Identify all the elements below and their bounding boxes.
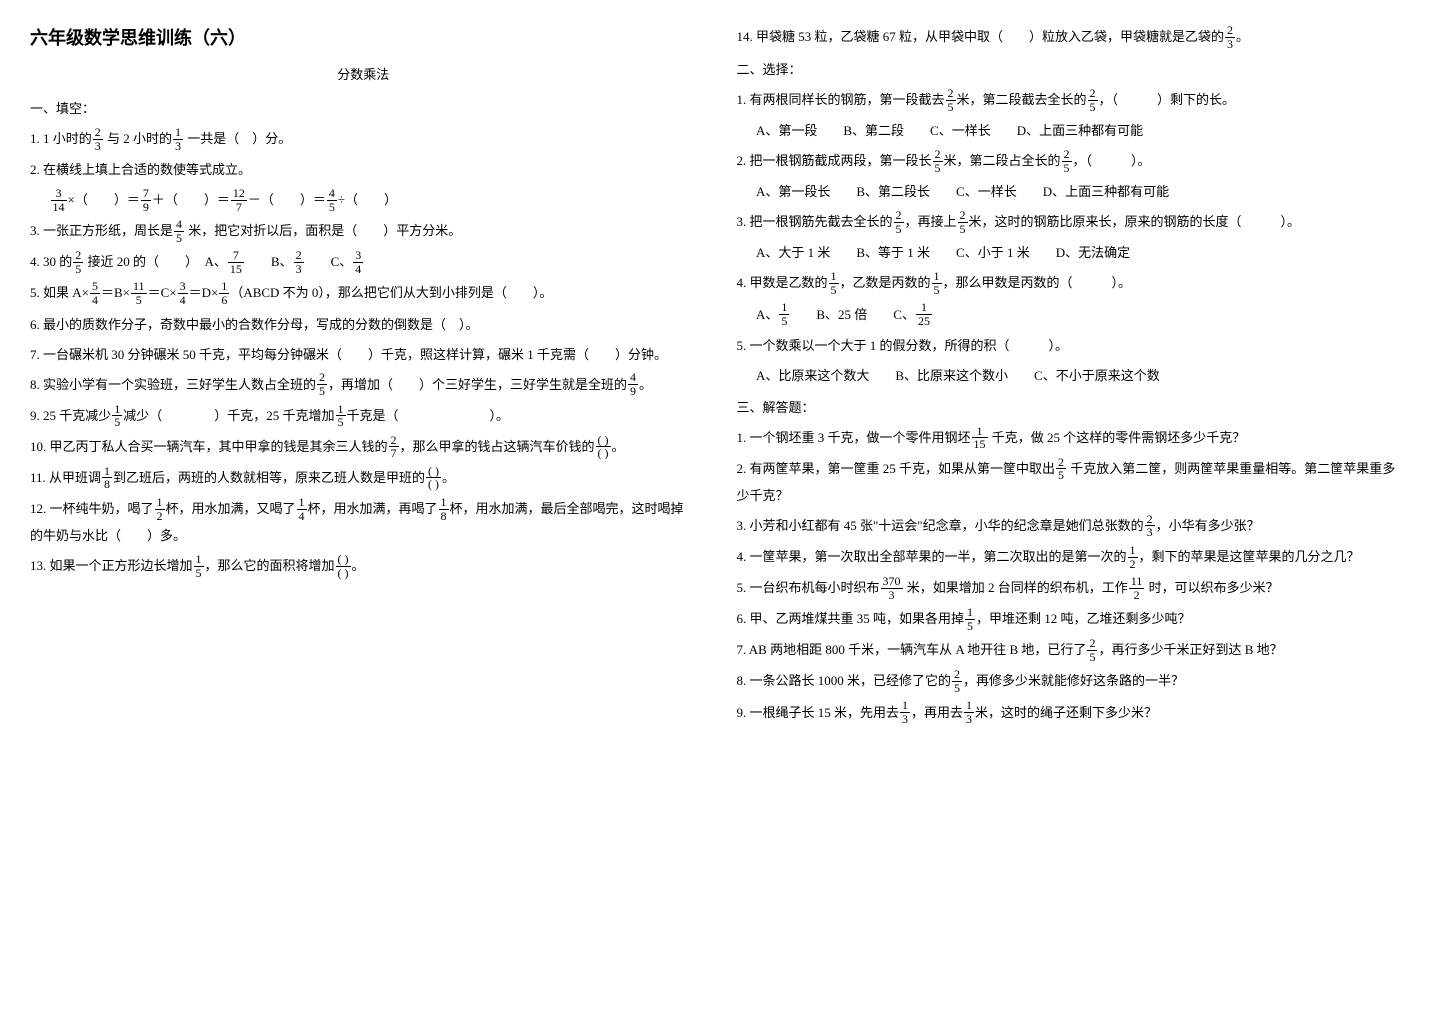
r4: 4. 甲数是乙数的15，乙数是丙数的15，那么甲数是丙数的（ ）。: [737, 270, 1404, 297]
frac-1-25: 125: [916, 301, 932, 327]
s4: 4. 一筐苹果，第一次取出全部苹果的一半，第二次取出的是第一次的12，剩下的苹果…: [737, 544, 1404, 571]
q10: 10. 甲乙丙丁私人合买一辆汽车，其中甲拿的钱是其余三人钱的27，那么甲拿的钱占…: [30, 434, 697, 461]
frac-2-3: 23: [1225, 24, 1235, 50]
frac-2-5: 25: [952, 668, 962, 694]
frac-1-3: 13: [900, 699, 910, 725]
frac-11-2: 112: [1129, 575, 1145, 601]
frac-2-5: 25: [946, 87, 956, 113]
frac-2-5: 25: [894, 209, 904, 235]
frac-2-5: 25: [933, 148, 943, 174]
title: 六年级数学思维训练（六）: [30, 20, 697, 56]
left-column: 六年级数学思维训练（六） 分数乘法 一、填空： 1. 1 小时的23 与 2 小…: [30, 20, 697, 731]
frac-5-4: 54: [90, 280, 100, 306]
q2-line: 314×（ ）＝79＋（ ）＝127－（ ）＝45÷（ ）: [30, 187, 697, 214]
frac-1-8: 18: [439, 496, 449, 522]
q1: 1. 1 小时的23 与 2 小时的13 一共是（ ）分。: [30, 126, 697, 153]
r4-opts: A、15 B、25 倍 C、125: [737, 302, 1404, 329]
s6: 6. 甲、乙两堆煤共重 35 吨，如果各用掉15，甲堆还剩 12 吨，乙堆还剩多…: [737, 606, 1404, 633]
q8: 8. 实验小学有一个实验班，三好学生人数占全班的25，再增加（ ）个三好学生，三…: [30, 372, 697, 399]
frac-1-3: 13: [173, 126, 183, 152]
frac-1-15: 115: [972, 425, 988, 451]
r2-opts: A、第一段长 B、第二段长 C、一样长 D、上面三种都有可能: [737, 179, 1404, 205]
s8: 8. 一条公路长 1000 米，已经修了它的25，再修多少米就能修好这条路的一半…: [737, 668, 1404, 695]
frac-4-5: 45: [174, 218, 184, 244]
frac-1-5: 15: [829, 270, 839, 296]
q1-text-b: 与 2 小时的: [104, 131, 172, 146]
frac-2-5: 25: [1062, 148, 1072, 174]
frac-blank: ( )( ): [426, 465, 441, 491]
s7: 7. AB 两地相距 800 千米，一辆汽车从 A 地开往 B 地，已行了25，…: [737, 637, 1404, 664]
frac-1-2: 12: [1128, 544, 1138, 570]
frac-2-5: 25: [1088, 87, 1098, 113]
q3: 3. 一张正方形纸，周长是45 米，把它对折以后，面积是（ ）平方分米。: [30, 218, 697, 245]
frac-1-3: 13: [964, 699, 974, 725]
right-column: 14. 甲袋糖 53 粒，乙袋糖 67 粒，从甲袋中取（ ）粒放入乙袋，甲袋糖就…: [737, 20, 1404, 731]
frac-2-5: 25: [317, 371, 327, 397]
q13: 13. 如果一个正方形边长增加15，那么它的面积将增加( )( )。: [30, 553, 697, 580]
r2: 2. 把一根钢筋截成两段，第一段长25米，第二段占全长的25，（ ）。: [737, 148, 1404, 175]
r3: 3. 把一根钢筋先截去全长的25，再接上25米，这时的钢筋比原来长，原来的钢筋的…: [737, 209, 1404, 236]
section-2-title: 二、选择：: [737, 57, 1404, 83]
frac-2-3: 23: [294, 249, 304, 275]
s3: 3. 小芳和小红都有 45 张"十运会"纪念章，小华的纪念章是她们总张数的23，…: [737, 513, 1404, 540]
subtitle: 分数乘法: [30, 62, 697, 88]
s5: 5. 一台织布机每小时织布3703 米，如果增加 2 台同样的织布机，工作112…: [737, 575, 1404, 602]
frac-1-8: 18: [102, 465, 112, 491]
frac-1-5: 15: [112, 403, 122, 429]
frac-12-7: 127: [231, 187, 247, 213]
q1-text-a: 1. 1 小时的: [30, 131, 92, 146]
frac-3-4: 34: [178, 280, 188, 306]
q9: 9. 25 千克减少15减少（ ）千克，25 千克增加15千克是（ ）。: [30, 403, 697, 430]
q7: 7. 一台碾米机 30 分钟碾米 50 千克，平均每分钟碾米（ ）千克，照这样计…: [30, 342, 697, 368]
q12: 12. 一杯纯牛奶，喝了12杯，用水加满，又喝了14杯，用水加满，再喝了18杯，…: [30, 496, 697, 549]
s2: 2. 有两筐苹果，第一筐重 25 千克，如果从第一筐中取出25 千克放入第二筐，…: [737, 456, 1404, 509]
frac-11-5: 115: [131, 280, 147, 306]
frac-1-5: 15: [965, 606, 975, 632]
section-1-title: 一、填空：: [30, 96, 697, 122]
frac-blank: ( )( ): [596, 434, 611, 460]
q5: 5. 如果 A×54＝B×115＝C×34＝D×16（ABCD 不为 0），那么…: [30, 280, 697, 307]
r5-opts: A、比原来这个数大 B、比原来这个数小 C、不小于原来这个数: [737, 363, 1404, 389]
frac-7-9: 79: [141, 187, 151, 213]
frac-1-5: 15: [336, 403, 346, 429]
frac-2-7: 27: [389, 434, 399, 460]
frac-1-5: 15: [932, 270, 942, 296]
s1: 1. 一个钢坯重 3 千克，做一个零件用钢坯115 千克，做 25 个这样的零件…: [737, 425, 1404, 452]
frac-370-3: 3703: [881, 575, 903, 601]
q4: 4. 30 的25 接近 20 的（ ） A、715 B、23 C、34: [30, 249, 697, 276]
frac-4-5: 45: [327, 187, 337, 213]
q1-text-c: 一共是（ ）分。: [184, 131, 291, 146]
frac-3-14: 314: [51, 187, 67, 213]
frac-2-5: 25: [1056, 456, 1066, 482]
frac-blank: ( )( ): [336, 553, 351, 579]
q14: 14. 甲袋糖 53 粒，乙袋糖 67 粒，从甲袋中取（ ）粒放入乙袋，甲袋糖就…: [737, 24, 1404, 51]
s9: 9. 一根绳子长 15 米，先用去13，再用去13米，这时的绳子还剩下多少米？: [737, 700, 1404, 727]
section-3-title: 三、解答题：: [737, 395, 1404, 421]
frac-4-9: 49: [628, 371, 638, 397]
r5: 5. 一个数乘以一个大于 1 的假分数，所得的积（ ）。: [737, 333, 1404, 359]
q6: 6. 最小的质数作分子，奇数中最小的合数作分母，写成的分数的倒数是（ ）。: [30, 312, 697, 338]
frac-7-15: 715: [228, 249, 244, 275]
r1: 1. 有两根同样长的钢筋，第一段截去25米，第二段截去全长的25，（ ）剩下的长…: [737, 87, 1404, 114]
r1-opts: A、第一段 B、第二段 C、一样长 D、上面三种都有可能: [737, 118, 1404, 144]
frac-2-5: 25: [958, 209, 968, 235]
frac-1-5: 15: [779, 301, 789, 327]
frac-2-3: 23: [93, 126, 103, 152]
frac-3-4: 34: [353, 249, 363, 275]
frac-2-5: 25: [1087, 637, 1097, 663]
q2: 2. 在横线上填上合适的数使等式成立。: [30, 157, 697, 183]
frac-1-6: 16: [219, 280, 229, 306]
q11: 11. 从甲班调18到乙班后，两班的人数就相等，原来乙班人数是甲班的( )( )…: [30, 465, 697, 492]
r3-opts: A、大于 1 米 B、等于 1 米 C、小于 1 米 D、无法确定: [737, 240, 1404, 266]
frac-1-5: 15: [194, 553, 204, 579]
frac-2-5: 25: [73, 249, 83, 275]
frac-1-4: 14: [297, 496, 307, 522]
frac-1-2: 12: [155, 496, 165, 522]
frac-2-3: 23: [1145, 513, 1155, 539]
